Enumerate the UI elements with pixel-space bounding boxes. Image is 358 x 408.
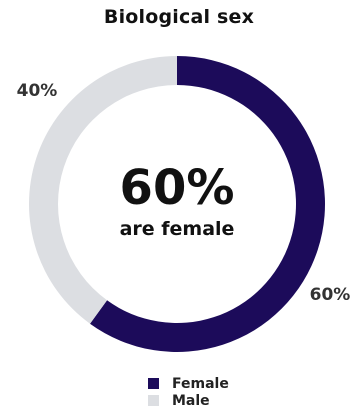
legend: Female Male bbox=[148, 375, 229, 408]
donut-slice-female bbox=[90, 56, 325, 352]
slice-label-male: 40% bbox=[17, 81, 58, 101]
donut-slices bbox=[28, 56, 325, 352]
legend-swatch-male bbox=[148, 395, 159, 406]
legend-label-male: Male bbox=[172, 392, 210, 408]
legend-item-female: Female bbox=[148, 375, 229, 392]
legend-item-male: Male bbox=[148, 392, 229, 408]
legend-swatch-female bbox=[148, 378, 159, 389]
slice-label-female: 60% bbox=[310, 285, 351, 305]
center-value: 60% bbox=[120, 160, 235, 216]
donut-slice-male bbox=[28, 56, 177, 324]
chart-title: Biological sex bbox=[103, 6, 255, 28]
legend-label-female: Female bbox=[172, 375, 229, 392]
slice-labels: 60% 40% bbox=[17, 81, 351, 305]
center-caption: are female bbox=[120, 218, 235, 240]
